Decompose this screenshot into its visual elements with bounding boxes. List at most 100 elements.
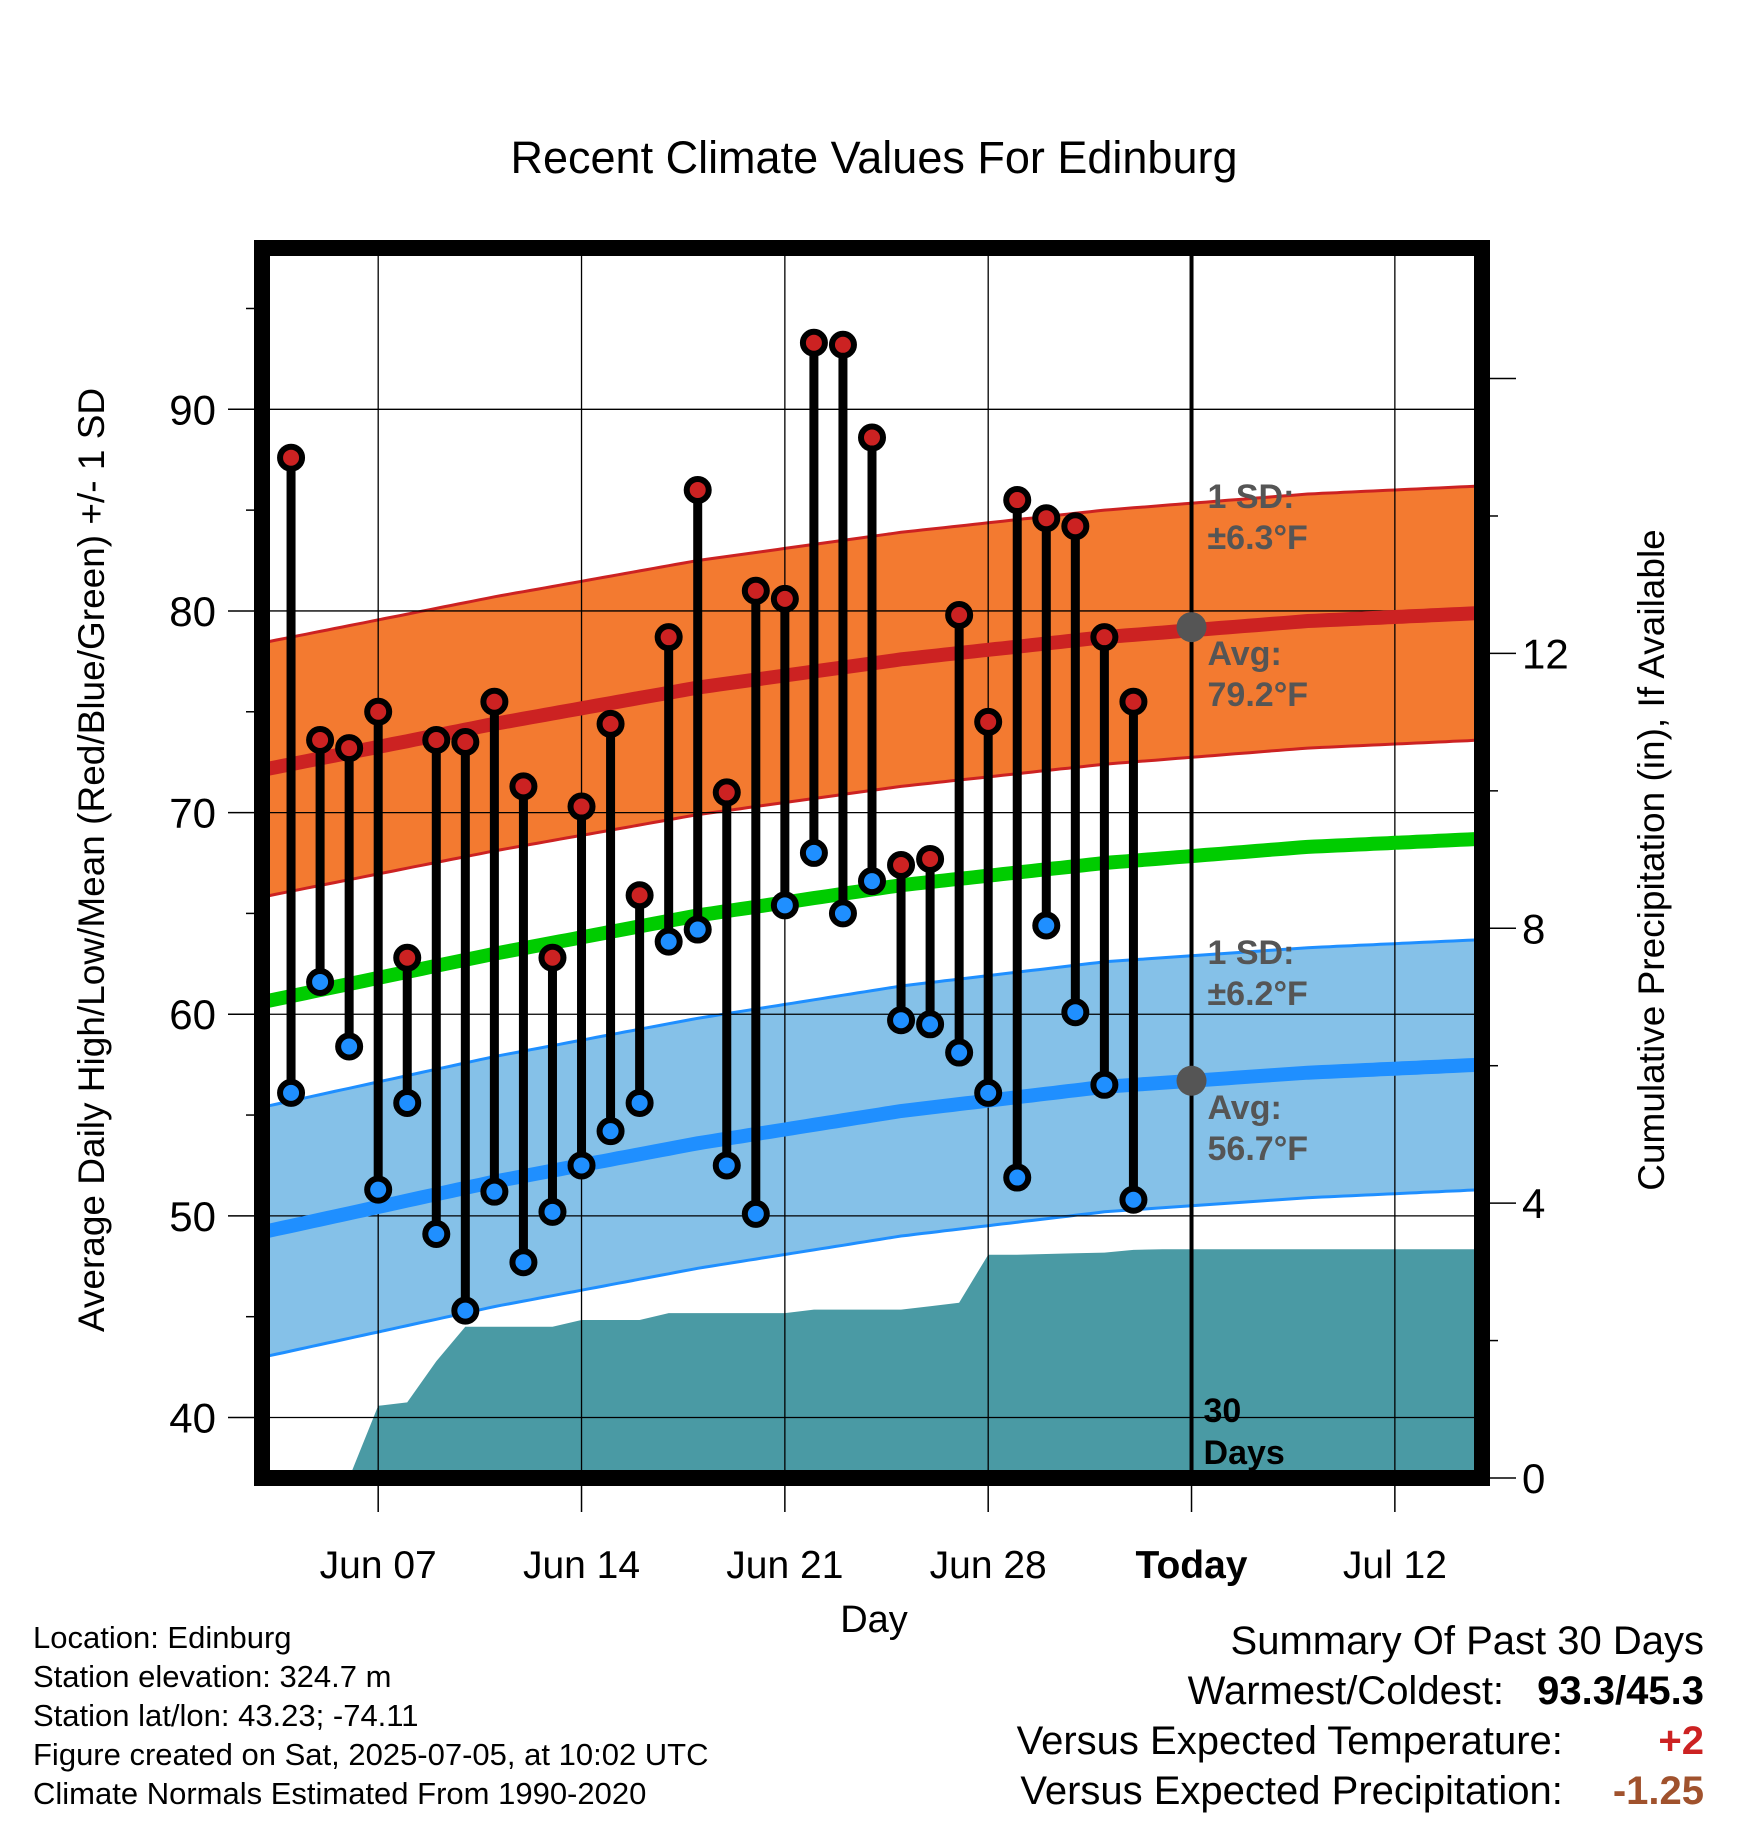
low-avg-value: 56.7°F [1208,1130,1309,1168]
high-point [858,423,886,452]
high-point [828,330,857,359]
high-point [1151,0,1173,11]
high-point [887,851,916,880]
warm-cold-row: Warmest/Coldest: 93.3/45.3 [1017,1666,1704,1716]
summary-panel: Summary Of Past 30 Days Warmest/Coldest:… [1017,1616,1704,1816]
y-tick-label: 60 [169,991,216,1038]
low-point [770,891,799,920]
precip-value: -1.25 [1612,1769,1704,1813]
high-point [451,728,480,757]
high-point [1032,504,1061,533]
y-axis-label: Average Daily High/Low/Mean (Red/Blue/Gr… [71,388,112,1332]
today-days-label-2: Days [1204,1434,1285,1472]
plot-frame [254,240,1490,1486]
y-tick-label: 70 [169,790,216,837]
low-point [1061,998,1090,1027]
high-point [945,600,974,629]
high-point [1090,623,1119,652]
x-tick-label: Jun 21 [726,1544,843,1587]
x-tick-label: Today [1136,1544,1248,1587]
low-point [1151,0,1173,11]
precip-area [291,1249,1482,1478]
normals-text: Climate Normals Estimated From 1990-2020 [33,1776,647,1811]
high-point [393,943,422,972]
y2-tick-label: 12 [1522,630,1569,677]
high-point [277,443,306,472]
x-tick-label: Jul 12 [1343,1544,1447,1587]
low-point [887,1006,916,1035]
y2-tick-label: 8 [1522,905,1545,952]
high-point [974,707,1003,736]
axes: 40 50 60 70 80 90 0 4 8 12 Jun 07 Jun 14 Jun 21 Jun 2… [169,240,1569,1587]
low-point [480,1177,509,1206]
summary-title: Summary Of Past 30 Days [1230,1619,1704,1663]
high-point [509,772,538,801]
low-point [306,967,335,996]
high-point [596,709,625,738]
precip-label: Versus Expected Precipitation: [1020,1769,1563,1813]
high-point [712,778,741,807]
high-point [654,623,683,652]
high-point [335,734,364,763]
low-point [509,1248,538,1277]
low-point [858,867,886,896]
high-point [1119,687,1148,716]
high-point [1003,486,1032,515]
low-point [1119,1185,1148,1214]
y-tick-label: 40 [169,1395,216,1442]
x-tick-label: Jun 28 [930,1544,1047,1587]
high-point [625,881,654,910]
low-point [422,1220,451,1249]
x-axis-label: Day [840,1599,908,1641]
high-point [916,844,945,873]
low-point [1003,1163,1032,1192]
high-point [770,584,799,613]
y2-axis-label: Cumulative Precipitation (in), If Availa… [1631,529,1672,1191]
high-point [480,687,509,716]
high-point [422,726,451,754]
low-point [683,915,712,944]
y-tick-label: 80 [169,588,216,635]
low-point [1032,911,1061,940]
y2-tick-label: 0 [1522,1455,1545,1502]
low-point [538,1197,567,1226]
low-point [393,1088,422,1117]
today-low-avg-dot [1176,1065,1207,1096]
created-text: Figure created on Sat, 2025-07-05, at 10… [33,1737,709,1772]
temp-label: Versus Expected Temperature: [1016,1719,1563,1763]
low-point [741,1199,770,1228]
high-avg-value: 79.2°F [1208,676,1309,714]
low-point [654,927,683,956]
low-point [596,1117,625,1146]
low-point [567,1151,596,1180]
low-point [364,1175,393,1204]
high-point [538,943,567,972]
low-sd-value: ±6.2°F [1208,975,1308,1013]
high-sd-value: ±6.3°F [1208,519,1308,557]
low-point [945,1038,974,1067]
today-high-avg-dot [1176,612,1207,643]
low-avg-label: Avg: [1208,1089,1282,1127]
high-point [741,576,770,605]
warm-cold-label: Warmest/Coldest: [1187,1669,1505,1713]
temp-row: Versus Expected Temperature: +2 [1017,1716,1704,1766]
low-point [451,1296,480,1325]
y2-tick-label: 4 [1522,1180,1545,1227]
low-point [1090,1070,1119,1099]
low-point [799,838,828,867]
latlon-text: Station lat/lon: 43.23; -74.11 [33,1698,419,1733]
low-point [277,1078,306,1107]
location-text: Location: Edinburg [33,1620,292,1655]
high-avg-label: Avg: [1208,635,1282,673]
high-sd-label: 1 SD: [1208,478,1295,516]
low-point [916,1010,945,1039]
chart-title: Recent Climate Values For Edinburg [510,132,1237,183]
precip-row: Versus Expected Precipitation: -1.25 [1017,1766,1704,1816]
low-point [974,1078,1003,1107]
low-point [625,1088,654,1117]
warm-cold-value: 93.3/45.3 [1537,1669,1704,1713]
temp-value: +2 [1658,1719,1704,1763]
x-tick-label: Jun 14 [523,1544,640,1587]
